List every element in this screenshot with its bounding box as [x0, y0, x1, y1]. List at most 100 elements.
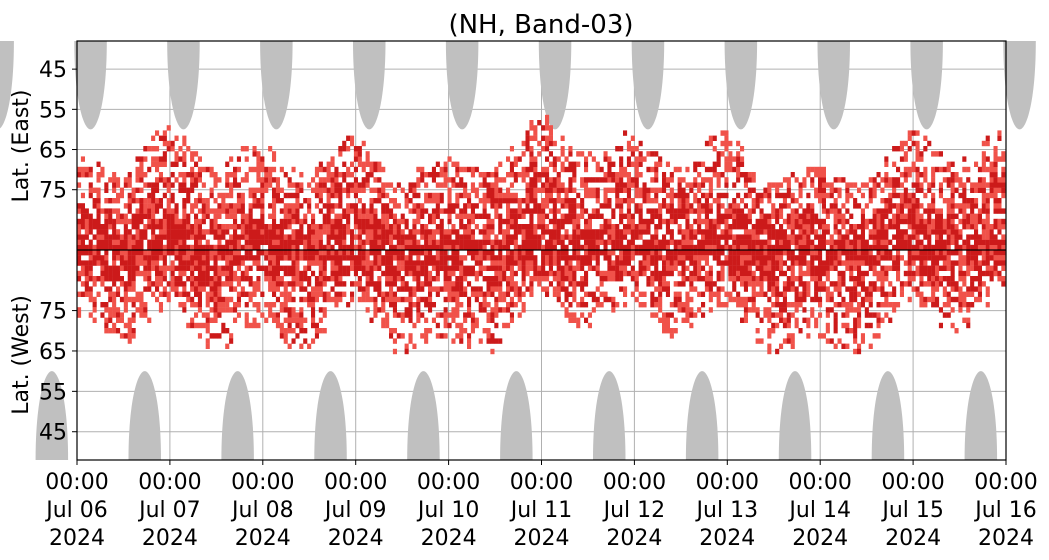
echo-cell-east: [916, 214, 920, 219]
echo-cell-east: [112, 219, 116, 224]
echo-cell-east: [151, 229, 155, 234]
echo-cell-west: [752, 255, 756, 260]
echo-cell-west: [268, 271, 272, 276]
echo-cell-east: [245, 224, 249, 229]
echo-cell-east: [857, 234, 861, 239]
echo-cell-west: [841, 302, 845, 307]
echo-cell-west: [182, 255, 186, 260]
echo-cell-east: [927, 141, 931, 146]
echo-cell-west: [459, 328, 463, 333]
echo-cell-east: [81, 156, 85, 161]
echo-cell-west: [662, 328, 666, 333]
echo-cell-east: [549, 130, 553, 135]
echo-cell-east: [557, 229, 561, 234]
echo-cell-west: [685, 297, 689, 302]
echo-cell-west: [393, 338, 397, 343]
echo-cell-west: [245, 292, 249, 297]
echo-cell-east: [775, 214, 779, 219]
echo-cell-east: [194, 172, 198, 177]
echo-cell-west: [884, 266, 888, 271]
echo-cell-west: [814, 250, 818, 255]
echo-cell-east: [459, 208, 463, 213]
echo-cell-west: [767, 266, 771, 271]
echo-cell-west: [775, 349, 779, 354]
echo-cell-west: [873, 333, 877, 338]
echo-cell-east: [323, 224, 327, 229]
echo-cell-east: [362, 240, 366, 245]
echo-cell-east: [362, 229, 366, 234]
echo-cell-east: [448, 188, 452, 193]
echo-cell-east: [139, 245, 143, 250]
echo-cell-east: [912, 141, 916, 146]
echo-cell-east: [627, 224, 631, 229]
echo-cell-east: [900, 234, 904, 239]
echo-cell-east: [151, 156, 155, 161]
echo-cell-west: [311, 271, 315, 276]
echo-cell-east: [760, 229, 764, 234]
echo-cell-west: [303, 276, 307, 281]
echo-cell-east: [865, 224, 869, 229]
echo-cell-east: [366, 229, 370, 234]
echo-cell-east: [884, 172, 888, 177]
echo-cell-west: [147, 286, 151, 291]
echo-cell-west: [935, 255, 939, 260]
echo-cell-east: [771, 214, 775, 219]
echo-cell-east: [619, 203, 623, 208]
echo-cell-east: [397, 203, 401, 208]
echo-cell-east: [853, 234, 857, 239]
echo-cell-west: [818, 266, 822, 271]
echo-cell-east: [334, 229, 338, 234]
echo-cell-east: [724, 219, 728, 224]
echo-cell-east: [229, 234, 233, 239]
echo-cell-west: [506, 276, 510, 281]
echo-cell-west: [194, 250, 198, 255]
echo-cell-west: [760, 271, 764, 276]
echo-cell-west: [615, 276, 619, 281]
echo-cell-west: [381, 307, 385, 312]
echo-cell-east: [315, 172, 319, 177]
echo-cell-east: [557, 234, 561, 239]
echo-cell-east: [631, 219, 635, 224]
echo-cell-east: [631, 151, 635, 156]
echo-cell-east: [182, 172, 186, 177]
echo-cell-west: [619, 271, 623, 276]
echo-cell-west: [650, 312, 654, 317]
echo-cell-east: [249, 188, 253, 193]
echo-cell-east: [276, 198, 280, 203]
echo-cell-east: [490, 188, 494, 193]
echo-cell-west: [463, 312, 467, 317]
echo-cell-west: [884, 271, 888, 276]
echo-cell-west: [947, 266, 951, 271]
echo-cell-west: [393, 349, 397, 354]
echo-cell-east: [494, 188, 498, 193]
echo-cell-east: [526, 229, 530, 234]
echo-cell-west: [607, 276, 611, 281]
echo-cell-west: [682, 281, 686, 286]
echo-cell-west: [186, 292, 190, 297]
echo-cell-east: [459, 240, 463, 245]
echo-cell-west: [709, 271, 713, 276]
echo-cell-west: [974, 276, 978, 281]
echo-cell-east: [104, 208, 108, 213]
echo-cell-east: [377, 167, 381, 172]
echo-cell-east: [409, 198, 413, 203]
echo-cell-west: [221, 302, 225, 307]
echo-cell-east: [666, 182, 670, 187]
echo-cell-west: [237, 312, 241, 317]
echo-cell-east: [615, 177, 619, 182]
echo-cell-east: [619, 229, 623, 234]
echo-cell-east: [143, 224, 147, 229]
echo-cell-east: [607, 198, 611, 203]
echo-cell-west: [908, 260, 912, 265]
echo-cell-west: [389, 250, 393, 255]
echo-cell-east: [607, 188, 611, 193]
echo-cell-east: [611, 208, 615, 213]
echo-cell-east: [132, 240, 136, 245]
echo-cell-east: [319, 224, 323, 229]
echo-cell-west: [904, 260, 908, 265]
echo-cell-east: [370, 162, 374, 167]
echo-cell-west: [779, 344, 783, 349]
echo-cell-east: [912, 245, 916, 250]
echo-cell-east: [373, 224, 377, 229]
echo-cell-west: [385, 276, 389, 281]
